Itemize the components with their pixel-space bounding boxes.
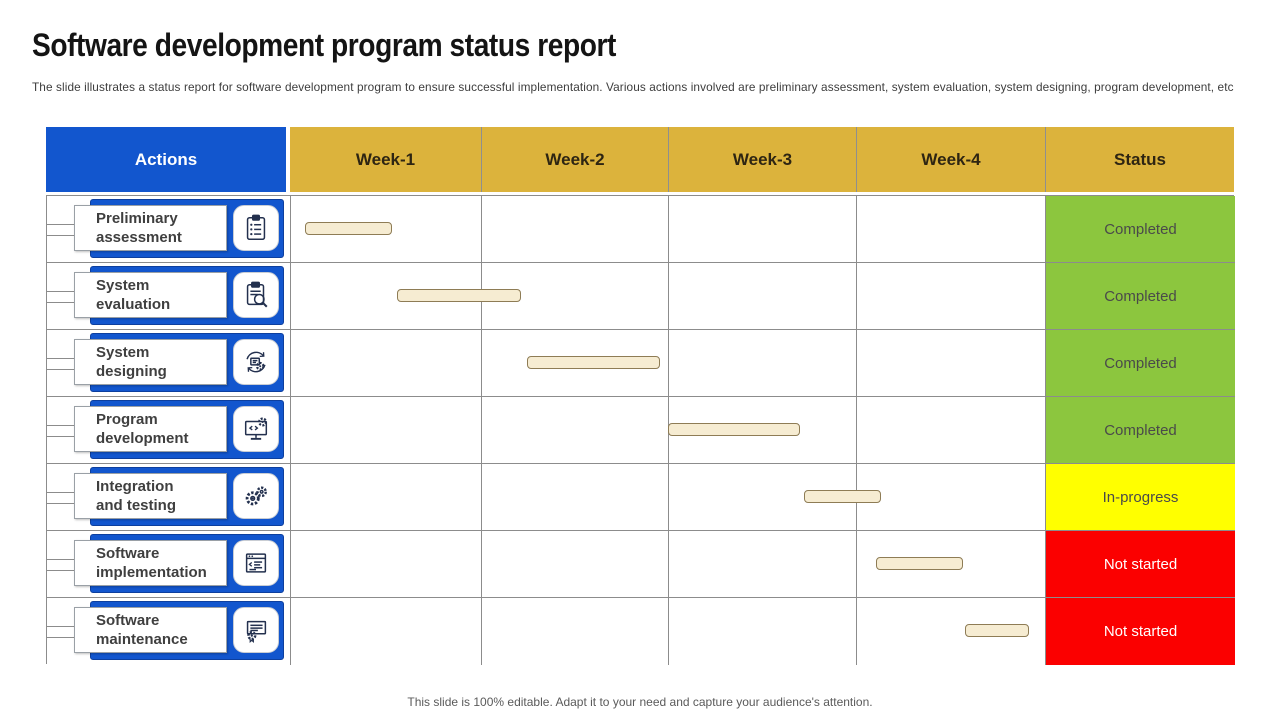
editable-note: This slide is 100% editable. Adapt it to… <box>407 695 873 709</box>
action-label-line1: Software <box>96 545 160 562</box>
week2-cell <box>482 397 669 464</box>
connector-line <box>47 503 74 504</box>
status-report-table: Actions Week-1 Week-2 Week-3 Week-4 Stat… <box>46 127 1235 665</box>
action-label: System evaluation <box>74 272 227 318</box>
status-badge: Completed <box>1046 196 1235 263</box>
week1-cell <box>291 196 482 263</box>
week2-cell <box>482 196 669 263</box>
week3-cell <box>669 531 857 598</box>
connector-line <box>47 626 74 627</box>
header-cell-week1[interactable]: Week-1 <box>290 127 481 192</box>
week4-cell <box>857 196 1046 263</box>
action-label-line1: Software <box>96 612 160 629</box>
connector-line <box>47 570 74 571</box>
action-label-line2: implementation <box>96 564 207 581</box>
action-label-line2: development <box>96 430 189 447</box>
connector-line <box>47 369 74 370</box>
action-label: Preliminary assessment <box>74 205 227 251</box>
action-cell-integration-and-testing[interactable]: Integration and testing <box>47 464 291 531</box>
status-badge: Completed <box>1046 397 1235 464</box>
monitor-code-gear-icon <box>233 406 279 452</box>
header-cell-week2[interactable]: Week-2 <box>481 127 668 192</box>
week4-cell <box>857 531 1046 598</box>
action-label: Software implementation <box>74 540 227 586</box>
connector-line <box>47 291 74 292</box>
status-badge: Completed <box>1046 330 1235 397</box>
status-badge: In-progress <box>1046 464 1235 531</box>
status-badge: Not started <box>1046 531 1235 598</box>
connector-line <box>47 436 74 437</box>
action-label-line1: Program <box>96 411 158 428</box>
action-label-line2: assessment <box>96 229 182 246</box>
action-label-line1: Integration <box>96 478 174 495</box>
clipboard-checklist-icon <box>233 205 279 251</box>
clipboard-search-icon <box>233 272 279 318</box>
status-badge: Completed <box>1046 263 1235 330</box>
week2-cell <box>482 464 669 531</box>
header-cell-week4[interactable]: Week-4 <box>856 127 1045 192</box>
action-cell-preliminary-assessment[interactable]: Preliminary assessment <box>47 196 291 263</box>
week4-cell <box>857 598 1046 665</box>
connector-line <box>47 637 74 638</box>
action-cell-program-development[interactable]: Program development <box>47 397 291 464</box>
table-header-row: Actions Week-1 Week-2 Week-3 Week-4 Stat… <box>46 127 1234 192</box>
action-label: Software maintenance <box>74 607 227 653</box>
week2-cell <box>482 263 669 330</box>
connector-line <box>47 358 74 359</box>
action-label: System designing <box>74 339 227 385</box>
action-label-line2: maintenance <box>96 631 188 648</box>
week3-cell <box>669 397 857 464</box>
week4-cell <box>857 330 1046 397</box>
week4-cell <box>857 397 1046 464</box>
week1-cell <box>291 263 482 330</box>
week1-cell <box>291 531 482 598</box>
connector-line <box>47 235 74 236</box>
week2-cell <box>482 598 669 665</box>
week3-cell <box>669 330 857 397</box>
action-label-line2: evaluation <box>96 296 171 313</box>
page-subtitle: The slide illustrates a status report fo… <box>32 80 1234 94</box>
week4-cell <box>857 263 1046 330</box>
header-cell-week3[interactable]: Week-3 <box>668 127 856 192</box>
action-cell-software-maintenance[interactable]: Software maintenance <box>47 598 291 665</box>
action-label: Integration and testing <box>74 473 227 519</box>
week1-cell <box>291 330 482 397</box>
header-cell-status[interactable]: Status <box>1045 127 1234 192</box>
action-label-line1: Preliminary <box>96 210 178 227</box>
action-label-line2: designing <box>96 363 167 380</box>
table-body: Preliminary assessment Completed <box>46 195 1235 665</box>
action-cell-system-evaluation[interactable]: System evaluation <box>47 263 291 330</box>
action-label-line1: System <box>96 277 150 294</box>
browser-code-icon <box>233 540 279 586</box>
gears-icon <box>233 473 279 519</box>
connector-line <box>47 492 74 493</box>
week3-cell <box>669 196 857 263</box>
status-badge: Not started <box>1046 598 1235 665</box>
page-title: Software development program status repo… <box>32 27 616 63</box>
week3-cell <box>669 598 857 665</box>
certificate-gear-icon <box>233 607 279 653</box>
week2-cell <box>482 330 669 397</box>
connector-line <box>47 302 74 303</box>
action-label-line1: System <box>96 344 150 361</box>
design-cycle-icon <box>233 339 279 385</box>
action-label: Program development <box>74 406 227 452</box>
week1-cell <box>291 598 482 665</box>
action-cell-software-implementation[interactable]: Software implementation <box>47 531 291 598</box>
week2-cell <box>482 531 669 598</box>
header-cell-actions[interactable]: Actions <box>46 127 286 192</box>
connector-line <box>47 224 74 225</box>
week1-cell <box>291 397 482 464</box>
week3-cell <box>669 464 857 531</box>
action-label-line2: and testing <box>96 497 177 514</box>
week3-cell <box>669 263 857 330</box>
action-cell-system-designing[interactable]: System designing <box>47 330 291 397</box>
week4-cell <box>857 464 1046 531</box>
connector-line <box>47 559 74 560</box>
connector-line <box>47 425 74 426</box>
week1-cell <box>291 464 482 531</box>
